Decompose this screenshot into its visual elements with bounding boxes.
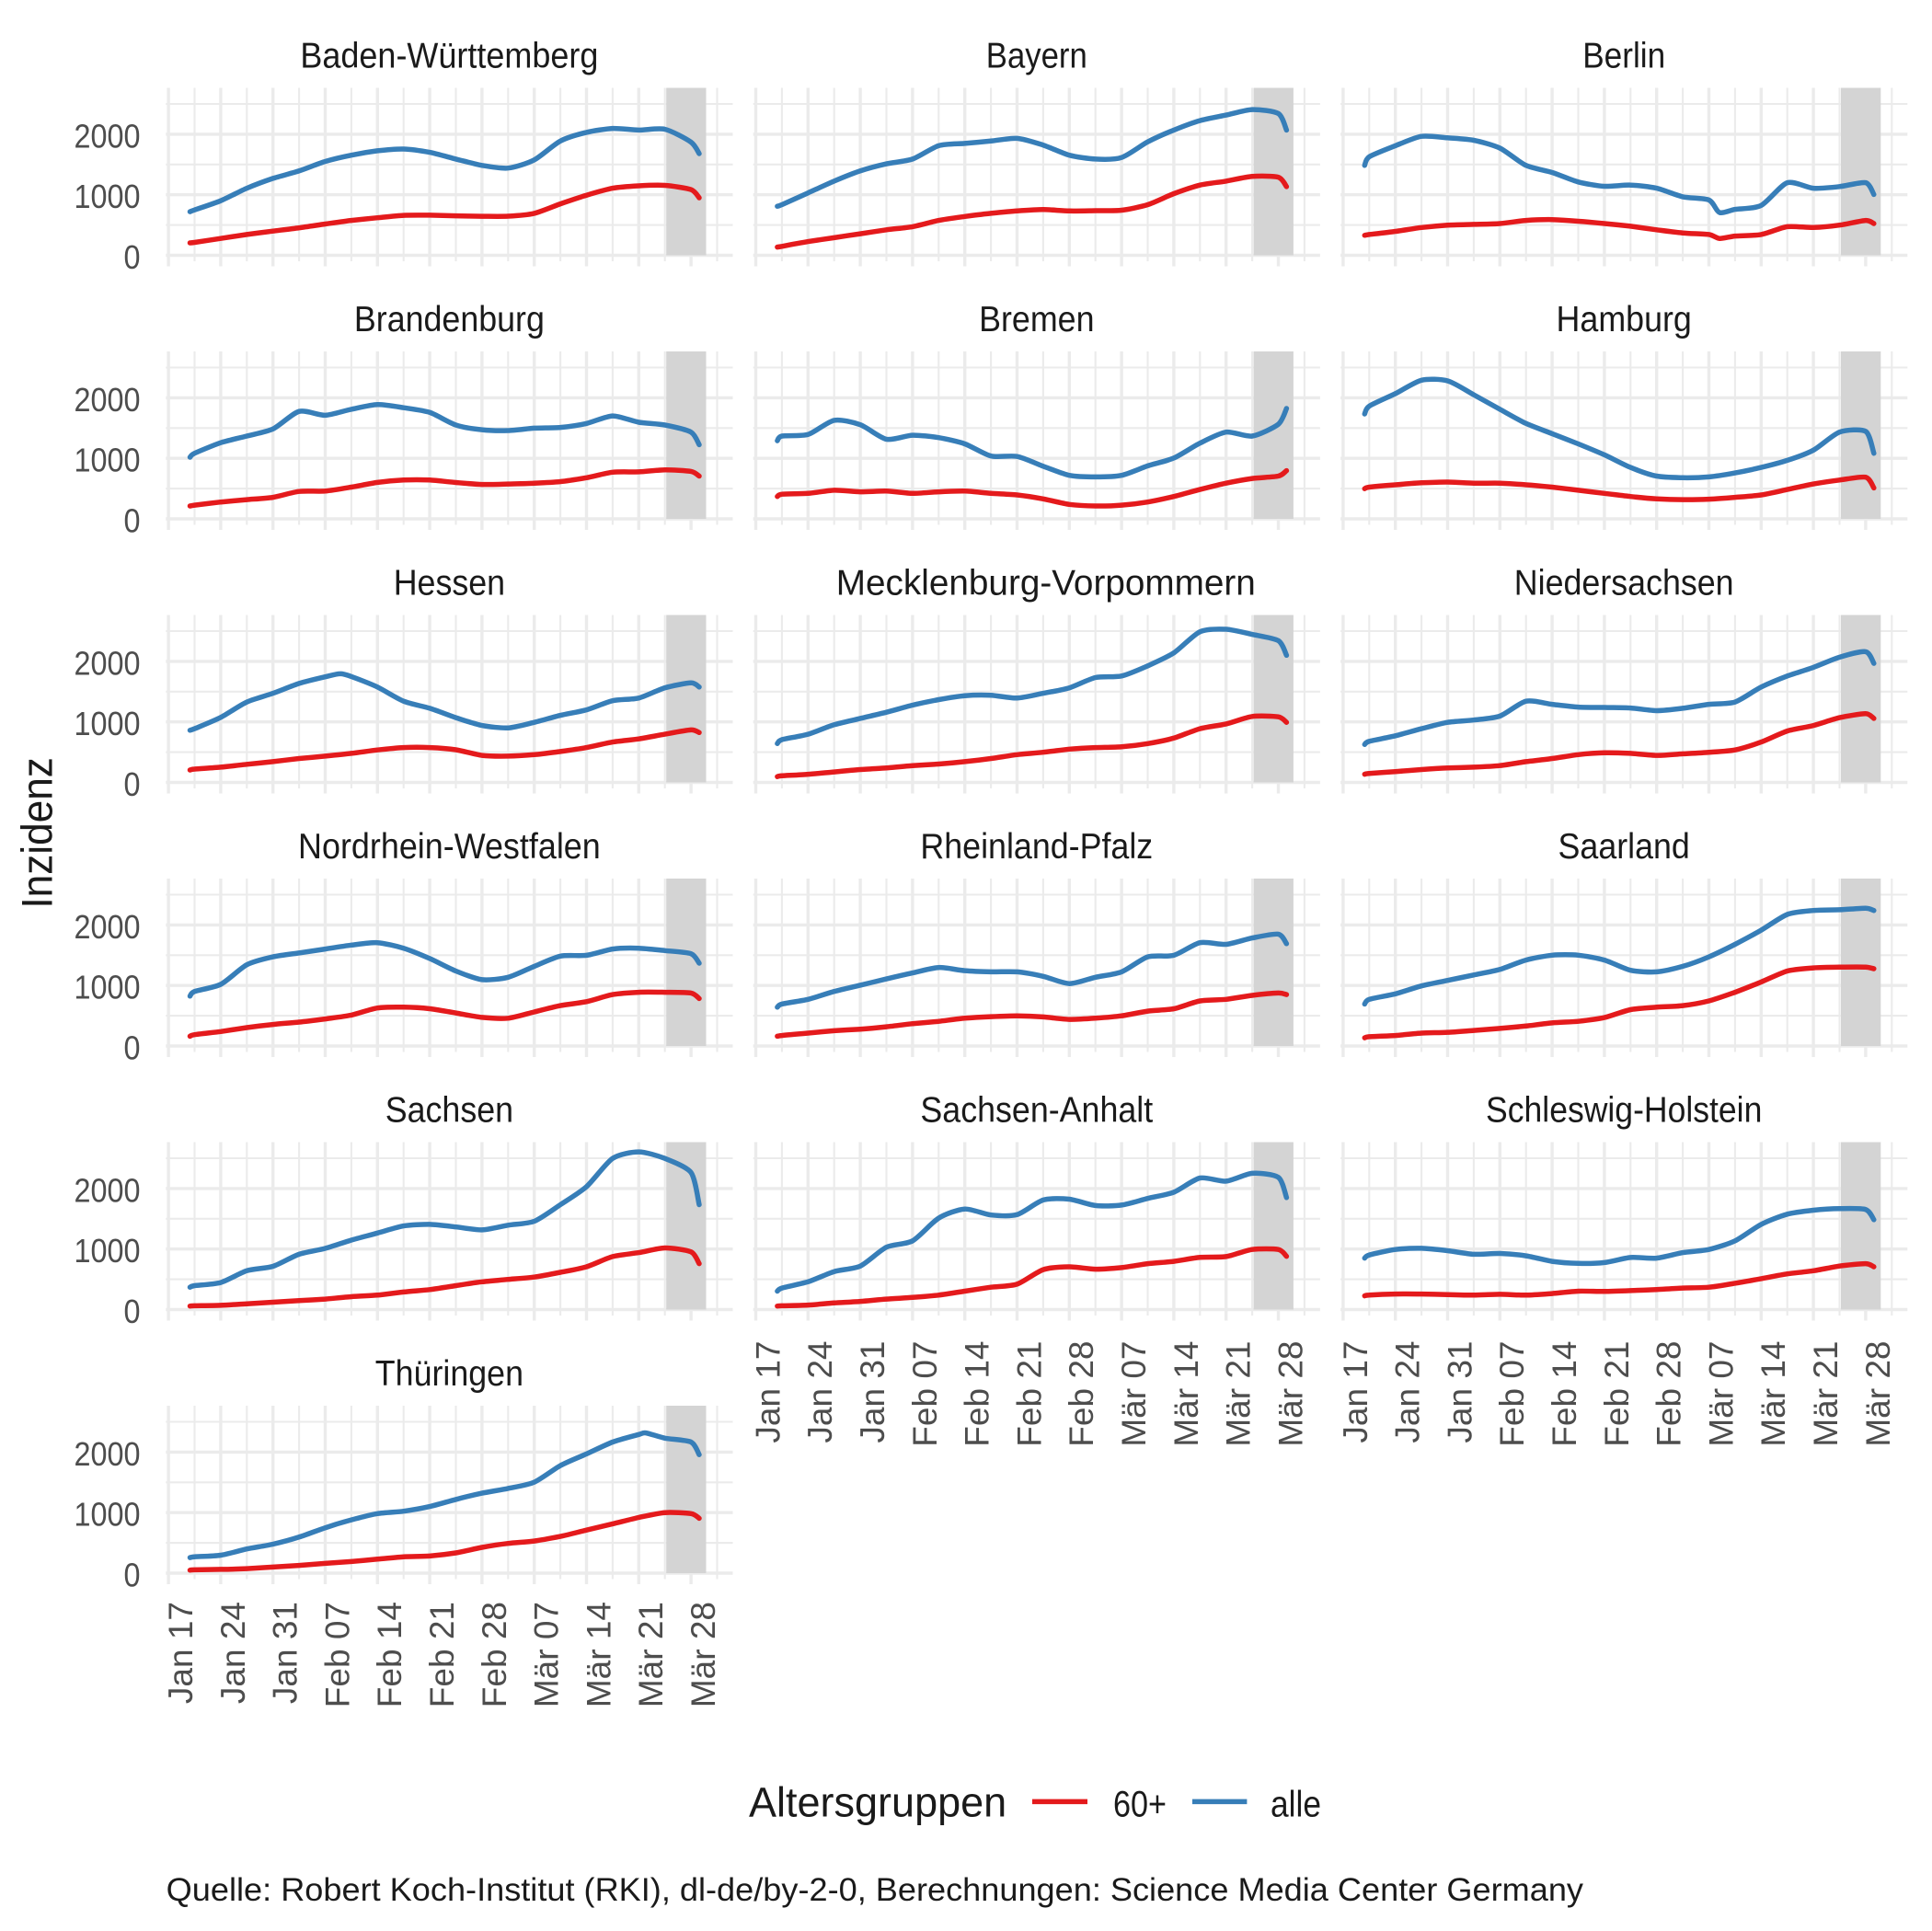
svg-text:0: 0 xyxy=(124,1293,141,1330)
svg-text:Inzidenz: Inzidenz xyxy=(12,757,61,909)
svg-text:Mecklenburg-Vorpommern: Mecklenburg-Vorpommern xyxy=(836,564,1256,603)
svg-text:Jan 31: Jan 31 xyxy=(854,1341,891,1443)
svg-text:1000: 1000 xyxy=(75,442,141,479)
svg-text:Feb 21: Feb 21 xyxy=(1010,1341,1048,1447)
svg-text:Sachsen: Sachsen xyxy=(385,1091,513,1131)
svg-text:Berlin: Berlin xyxy=(1582,37,1665,76)
svg-text:Feb 28: Feb 28 xyxy=(476,1602,513,1707)
svg-text:Feb 14: Feb 14 xyxy=(1546,1341,1583,1447)
svg-text:Feb 21: Feb 21 xyxy=(423,1602,461,1707)
svg-text:2000: 2000 xyxy=(75,644,141,682)
svg-text:Jan 24: Jan 24 xyxy=(1389,1341,1427,1443)
svg-text:alle: alle xyxy=(1271,1784,1321,1824)
svg-text:0: 0 xyxy=(124,501,141,539)
svg-text:Bayern: Bayern xyxy=(986,37,1087,76)
svg-text:Jan 17: Jan 17 xyxy=(749,1341,787,1443)
svg-text:Mär 21: Mär 21 xyxy=(1220,1341,1258,1447)
svg-text:Mär 28: Mär 28 xyxy=(1271,1341,1309,1447)
svg-text:2000: 2000 xyxy=(75,908,141,946)
svg-text:60+: 60+ xyxy=(1113,1784,1167,1824)
svg-text:Hessen: Hessen xyxy=(394,564,505,603)
svg-text:Brandenburg: Brandenburg xyxy=(354,300,545,339)
svg-text:Feb 28: Feb 28 xyxy=(1650,1341,1688,1447)
svg-text:1000: 1000 xyxy=(75,1496,141,1534)
svg-text:Altersgruppen: Altersgruppen xyxy=(749,1778,1006,1825)
svg-text:Mär 28: Mär 28 xyxy=(1859,1341,1897,1447)
svg-text:Mär 14: Mär 14 xyxy=(1754,1341,1792,1447)
svg-text:Bremen: Bremen xyxy=(979,300,1094,339)
svg-text:Mär 21: Mär 21 xyxy=(632,1602,670,1707)
svg-text:Mär 14: Mär 14 xyxy=(1167,1341,1205,1447)
svg-text:Thüringen: Thüringen xyxy=(375,1354,523,1394)
svg-text:Feb 07: Feb 07 xyxy=(906,1341,944,1447)
svg-text:Mär 14: Mär 14 xyxy=(580,1602,617,1707)
svg-text:Niedersachsen: Niedersachsen xyxy=(1514,564,1734,603)
svg-text:Schleswig-Holstein: Schleswig-Holstein xyxy=(1486,1091,1762,1131)
svg-text:Jan 17: Jan 17 xyxy=(1337,1341,1374,1443)
svg-text:0: 0 xyxy=(124,765,141,803)
svg-text:Feb 28: Feb 28 xyxy=(1063,1341,1100,1447)
svg-text:Feb 21: Feb 21 xyxy=(1598,1341,1636,1447)
svg-text:2000: 2000 xyxy=(75,381,141,419)
svg-text:1000: 1000 xyxy=(75,1232,141,1270)
svg-text:Jan 31: Jan 31 xyxy=(267,1602,305,1704)
svg-text:Feb 07: Feb 07 xyxy=(1493,1341,1531,1447)
svg-text:Feb 14: Feb 14 xyxy=(959,1341,996,1447)
svg-text:Quelle: Robert Koch-Institut (: Quelle: Robert Koch-Institut (RKI), dl-d… xyxy=(167,1872,1584,1908)
svg-text:Jan 17: Jan 17 xyxy=(162,1602,200,1704)
svg-text:0: 0 xyxy=(124,1556,141,1593)
svg-text:1000: 1000 xyxy=(75,969,141,1006)
svg-text:1000: 1000 xyxy=(75,178,141,215)
svg-text:Jan 24: Jan 24 xyxy=(801,1341,839,1443)
svg-text:Nordrhein-Westfalen: Nordrhein-Westfalen xyxy=(298,827,601,867)
svg-text:0: 0 xyxy=(124,238,141,276)
svg-text:Rheinland-Pfalz: Rheinland-Pfalz xyxy=(920,827,1153,867)
svg-text:Mär 07: Mär 07 xyxy=(528,1602,566,1707)
svg-text:Hamburg: Hamburg xyxy=(1557,300,1692,339)
svg-text:Feb 07: Feb 07 xyxy=(318,1602,356,1707)
svg-text:Saarland: Saarland xyxy=(1558,827,1690,867)
svg-text:Feb 14: Feb 14 xyxy=(371,1602,408,1707)
svg-text:Jan 24: Jan 24 xyxy=(214,1602,252,1704)
svg-text:2000: 2000 xyxy=(75,1435,141,1473)
svg-text:Mär 28: Mär 28 xyxy=(684,1602,722,1707)
svg-text:2000: 2000 xyxy=(75,117,141,155)
svg-text:Baden-Württemberg: Baden-Württemberg xyxy=(300,37,598,76)
svg-text:Jan 31: Jan 31 xyxy=(1441,1341,1478,1443)
svg-text:1000: 1000 xyxy=(75,705,141,742)
svg-text:Sachsen-Anhalt: Sachsen-Anhalt xyxy=(920,1091,1153,1131)
svg-text:0: 0 xyxy=(124,1029,141,1066)
svg-text:Mär 07: Mär 07 xyxy=(1115,1341,1153,1447)
svg-text:Mär 21: Mär 21 xyxy=(1807,1341,1845,1447)
svg-text:2000: 2000 xyxy=(75,1171,141,1209)
svg-text:Mär 07: Mär 07 xyxy=(1702,1341,1740,1447)
